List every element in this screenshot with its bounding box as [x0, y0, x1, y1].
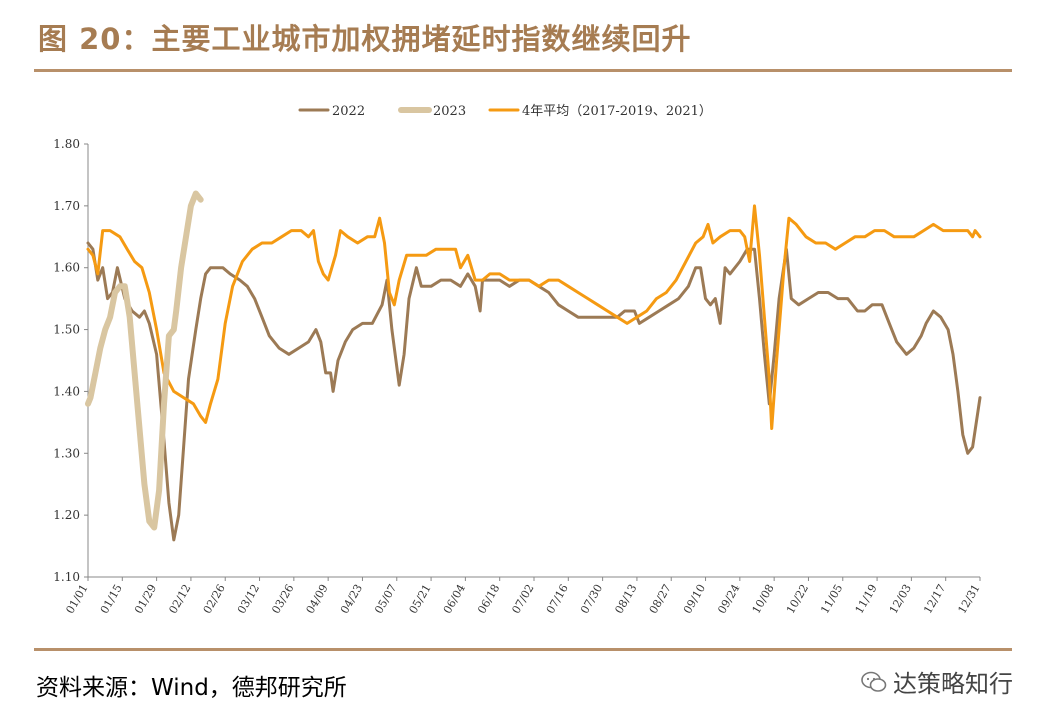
y-tick-label: 1.10: [53, 570, 80, 584]
figure-title: 图 20：主要工业城市加权拥堵延时指数继续回升: [38, 22, 692, 56]
x-tick-label: 02/12: [166, 582, 193, 616]
series-line-1: [85, 190, 204, 531]
x-axis: 01/01 01/15 01/29 02/12 02/26 03/12 03/26 04/09…: [63, 576, 983, 616]
line-chart: 2022 2023 4年平均（2017-2019、2021） 1.10 1.20 1.3…: [53, 104, 983, 616]
x-tick-label: 08/27: [647, 582, 674, 616]
x-tick-label: 08/13: [612, 582, 639, 616]
y-tick-label: 1.20: [53, 508, 80, 522]
x-tick-label: 11/19: [853, 582, 880, 616]
x-tick-label: 04/09: [304, 582, 331, 616]
x-tick-label: 06/04: [441, 582, 468, 616]
y-tick-label: 1.60: [53, 261, 80, 275]
x-tick-label: 11/05: [818, 582, 845, 616]
legend-label-2: 4年平均（2017-2019、2021）: [522, 104, 712, 119]
x-tick-label: 01/15: [98, 582, 125, 616]
x-tick-label: 10/22: [784, 582, 811, 616]
x-tick-label: 04/23: [338, 582, 365, 616]
top-rule: [34, 69, 1012, 72]
legend-label-0: 2022: [332, 104, 365, 119]
x-tick-label: 12/03: [887, 582, 914, 616]
x-tick-label: 01/29: [132, 582, 159, 616]
watermark: 达策略知行: [861, 664, 1013, 699]
y-tick-label: 1.80: [53, 137, 80, 151]
x-tick-label: 05/21: [407, 582, 434, 616]
source-note: 资料来源：Wind，德邦研究所: [36, 675, 347, 701]
x-tick-label: 12/31: [955, 582, 982, 616]
legend-label-1: 2023: [433, 104, 466, 119]
y-tick-label: 1.70: [53, 199, 80, 213]
series-line-2: [86, 204, 982, 430]
x-tick-label: 07/16: [544, 582, 571, 616]
x-tick-label: 09/10: [681, 582, 708, 616]
x-tick-label: 03/26: [269, 582, 296, 616]
bottom-rule: [34, 648, 1012, 651]
x-tick-label: 05/07: [372, 582, 399, 616]
x-tick-label: 01/01: [63, 582, 90, 616]
x-tick-label: 09/24: [715, 582, 742, 616]
x-tick-label: 06/18: [475, 582, 502, 616]
x-tick-label: 10/08: [750, 582, 777, 616]
y-tick-label: 1.30: [53, 446, 80, 460]
x-tick-label: 12/17: [921, 582, 948, 616]
chart-legend: 2022 2023 4年平均（2017-2019、2021）: [298, 104, 712, 119]
wechat-icon: [861, 671, 887, 692]
x-tick-label: 02/26: [201, 582, 228, 616]
watermark-text: 达策略知行: [893, 670, 1013, 698]
y-tick-label: 1.50: [53, 323, 80, 337]
series-layer: [85, 190, 982, 542]
x-tick-label: 03/12: [235, 582, 262, 616]
x-tick-label: 07/02: [509, 582, 536, 616]
x-tick-label: 07/30: [578, 582, 605, 616]
y-axis: 1.10 1.20 1.30 1.40 1.50 1.60 1.70 1.80: [53, 137, 89, 584]
series-line-0: [86, 241, 982, 542]
y-tick-label: 1.40: [53, 384, 80, 398]
